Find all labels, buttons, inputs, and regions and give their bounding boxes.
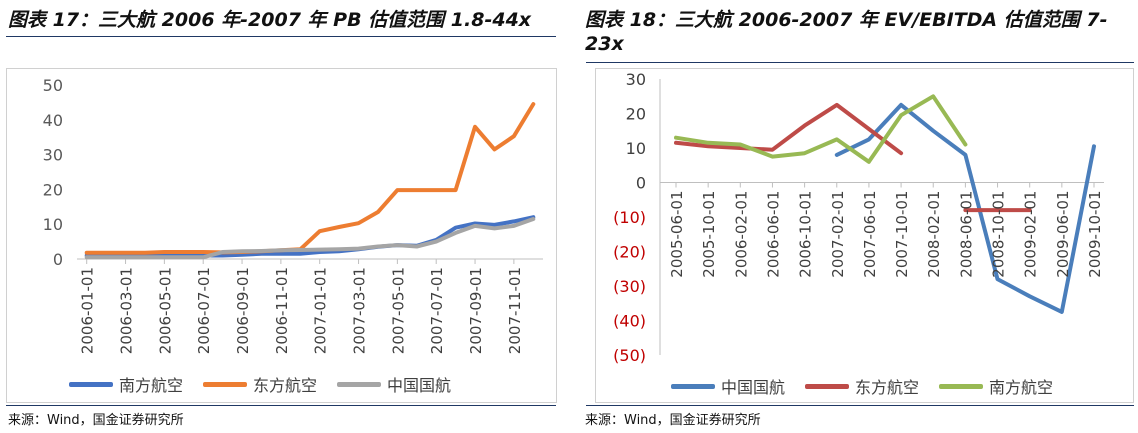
right-chart-panel: 图表 18：三大航 2006-2007 年 EV/EBITDA 估值范围 7-2… [580,0,1138,433]
right-xtick-label-3: 2006-02-01 [732,191,750,278]
right-ytick-3: 10 [626,139,646,158]
left-xtick-label-4: 2006-07-01 [195,267,213,354]
right-legend-item-2: 东方航空 [805,374,919,398]
right-bottom-rule [586,405,1134,406]
right-legend-item-1: 中国国航 [671,374,785,398]
left-ytick-30: 30 [43,146,63,165]
left-ytick-0: 0 [53,250,63,269]
right-chart-frame: 30 20 10 0 (10) (20) (30) (40) (50) 2005-06-01 200… [595,68,1134,403]
left-legend-item-3: 中国国航 [337,372,451,396]
left-legend-swatch-3 [337,381,382,387]
right-xtick-label-6: 2007-02-01 [829,191,847,278]
right-xtick-label-7: 2007-06-01 [861,191,879,278]
right-series-3-line-1 [674,94,968,164]
left-legend-swatch-2 [203,381,248,387]
right-legend-label-2: 东方航空 [855,378,920,397]
right-legend-item-3: 南方航空 [939,374,1053,398]
right-xtick-label-11: 2008-10-01 [990,191,1008,278]
right-ytick-8: (40) [613,312,646,331]
right-ytick-7: (30) [613,277,646,296]
right-figure-title: 图表 18：三大航 2006-2007 年 EV/EBITDA 估值范围 7-2… [585,9,1108,55]
left-chart-panel: 图表 17：三大航 2006 年-2007 年 PB 估值范围 1.8-44x … [0,0,560,433]
left-legend-label-3: 中国国航 [387,376,452,395]
left-legend-item-1: 南方航空 [69,372,183,396]
left-source-note: 来源：Wind，国金证券研究所 [8,413,184,428]
right-chart-svg: 30 20 10 0 (10) (20) (30) (40) (50) 2005-06-01 200… [613,70,1104,365]
right-legend-swatch-2 [805,383,850,389]
left-series-2-line-1 [84,102,536,255]
left-figure-title: 图表 17：三大航 2006 年-2007 年 PB 估值范围 1.8-44x [8,9,532,31]
right-legend-swatch-1 [671,383,715,389]
left-legend-item-2: 东方航空 [203,372,317,396]
right-xtick-label-9: 2008-02-01 [925,191,943,278]
right-legend-swatch-3 [939,383,984,389]
left-ytick-50: 50 [43,76,63,95]
right-xtick-label-4: 2006-06-01 [764,191,782,278]
right-xtick-label-5: 2006-10-01 [797,191,815,278]
right-ytick-5: (10) [613,208,646,227]
right-title-rule [586,62,1134,63]
right-source-note: 来源：Wind，国金证券研究所 [585,413,761,428]
left-xtick-label-10: 2007-07-01 [428,267,446,354]
left-xtick-label-9: 2007-05-01 [389,267,407,354]
right-legend-label-3: 南方航空 [989,378,1054,397]
right-ytick-4: 0 [636,174,646,193]
left-ytick-10: 10 [43,215,63,234]
left-xtick-label-11: 2007-09-01 [467,267,485,354]
right-xtick-label-8: 2007-10-01 [893,191,911,278]
left-ytick-40: 40 [43,111,63,130]
left-xtick-label-7: 2007-01-01 [312,267,330,354]
left-chart-frame: 0 10 20 30 40 50 2006-01-01 2006-03-01 2006-05-0… [6,68,557,403]
left-xtick-label-6: 2006-11-01 [273,267,291,354]
right-xtick-label-13: 2009-06-01 [1054,191,1072,278]
right-xtick-label-2: 2005-10-01 [700,191,718,278]
left-chart-svg: 0 10 20 30 40 50 2006-01-01 2006-03-01 2006-05-0… [43,76,543,354]
left-legend: 南方航空 东方航空 中国国航 [69,372,451,396]
right-ytick-6: (20) [613,243,646,262]
right-ytick-1: 30 [626,70,646,89]
right-xtick-label-14: 2009-10-01 [1086,191,1104,278]
right-legend-label-1: 中国国航 [721,378,786,397]
left-xtick-label-2: 2006-03-01 [118,267,136,354]
left-series-3-line-1 [84,217,536,260]
left-title-rule [6,36,556,37]
right-xtick-label-12: 2009-02-01 [1022,191,1040,278]
left-legend-label-1: 南方航空 [119,376,184,395]
right-ytick-9: (50) [613,346,646,365]
right-series-2-line-1 [674,102,904,156]
left-xtick-label-1: 2006-01-01 [79,267,97,354]
right-legend: 中国国航 东方航空 南方航空 [671,374,1053,398]
left-ytick-20: 20 [43,180,63,199]
right-xtick-label-1: 2005-06-01 [668,191,686,278]
left-legend-label-2: 东方航空 [253,376,318,395]
left-xtick-label-12: 2007-11-01 [506,267,524,354]
right-series-1-line-1 [834,102,1096,314]
right-ytick-2: 20 [626,105,646,124]
right-xtick-label-10: 2008-06-01 [957,191,975,278]
left-xtick-label-8: 2007-03-01 [351,267,369,354]
left-xtick-label-3: 2006-05-01 [156,267,174,354]
left-bottom-rule [6,405,556,406]
left-legend-swatch-1 [69,381,113,387]
left-xtick-label-5: 2006-09-01 [234,267,252,354]
